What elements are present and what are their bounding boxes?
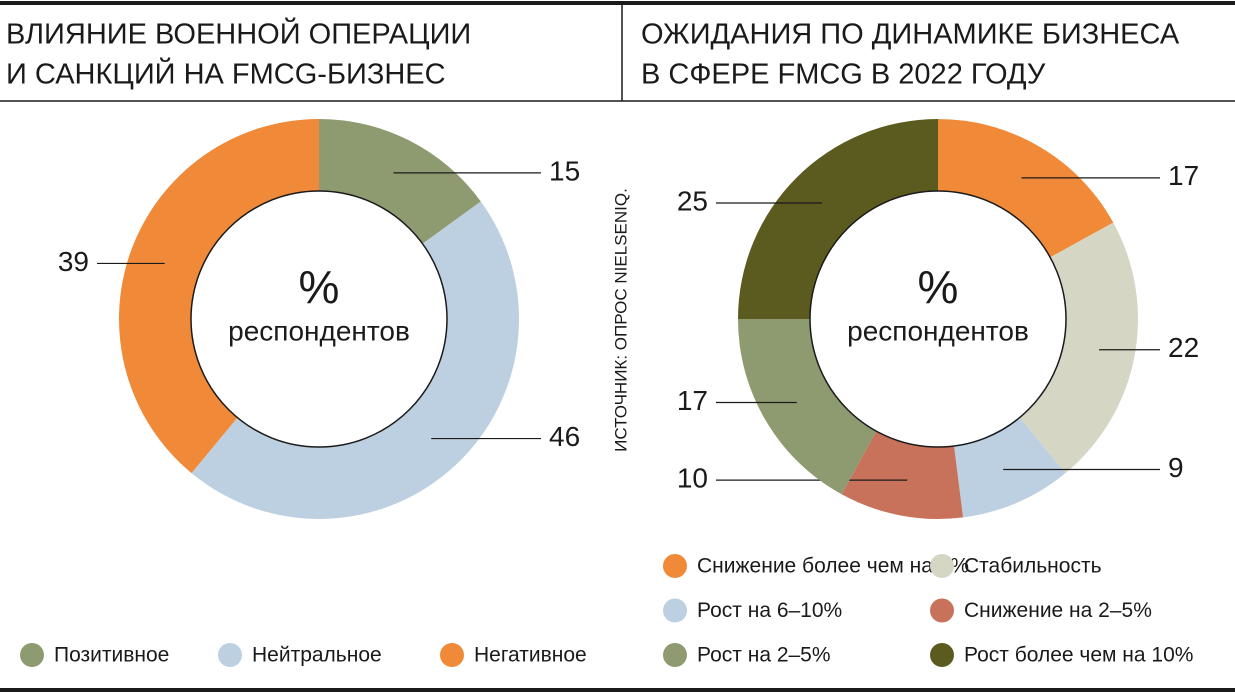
legend-marker — [663, 554, 687, 578]
legend-marker — [930, 554, 954, 578]
legend-marker — [440, 643, 464, 667]
legend-marker — [218, 643, 242, 667]
center-symbol: % — [918, 261, 959, 313]
donut-segment — [1019, 222, 1138, 474]
center-label: респондентов — [847, 315, 1029, 346]
donut-segment — [954, 417, 1066, 518]
legend-marker — [930, 598, 954, 623]
legend-label: Негативное — [474, 644, 587, 667]
chart-title: ОЖИДАНИЯ ПО ДИНАМИКЕ БИЗНЕСА — [641, 19, 1180, 51]
legend-marker — [663, 598, 687, 623]
donut-segment — [118, 119, 320, 474]
donut-segment — [737, 319, 877, 495]
value-label: 22 — [1168, 332, 1199, 363]
chart-title: ВЛИЯНИЕ ВОЕННОЙ ОПЕРАЦИИ — [6, 17, 471, 51]
legend-marker — [20, 643, 44, 667]
value-label: 17 — [677, 385, 708, 416]
chart-title: И САНКЦИЙ НА FMCG-БИЗНЕС — [6, 57, 446, 91]
center-circle — [809, 190, 1067, 448]
legend-label: Нейтральное — [252, 644, 382, 667]
legend-label: Рост более чем на 10% — [964, 644, 1193, 667]
center-circle — [190, 190, 448, 448]
donut-segment — [738, 119, 938, 319]
legend-label: Снижение более чем на 5% — [697, 555, 969, 578]
legend-label: Рост на 2–5% — [697, 644, 831, 667]
center-symbol: % — [299, 261, 340, 313]
donut-segment — [841, 431, 964, 519]
value-label: 39 — [58, 246, 89, 277]
center-label: респондентов — [228, 315, 410, 346]
value-label: 25 — [677, 185, 708, 216]
legend-label: Стабильность — [964, 555, 1102, 578]
donut-segment — [319, 119, 481, 244]
legend-marker — [663, 643, 687, 667]
chart-title: В СФЕРЕ FMCG В 2022 ГОДУ — [641, 59, 1046, 91]
donut-segment — [191, 201, 520, 520]
value-label: 15 — [549, 155, 580, 186]
legend-label: Позитивное — [54, 644, 169, 667]
donut-segment — [938, 119, 1114, 258]
source: ИСТОЧНИК: ОПРОС NIELSENIQ. — [611, 188, 630, 452]
value-label: 9 — [1168, 452, 1184, 483]
legend-marker — [930, 643, 954, 667]
value-label: 46 — [549, 421, 580, 452]
value-label: 10 — [677, 462, 708, 493]
legend-label: Рост на 6–10% — [697, 599, 842, 622]
value-label: 17 — [1168, 160, 1199, 191]
legend-label: Снижение на 2–5% — [964, 599, 1152, 622]
